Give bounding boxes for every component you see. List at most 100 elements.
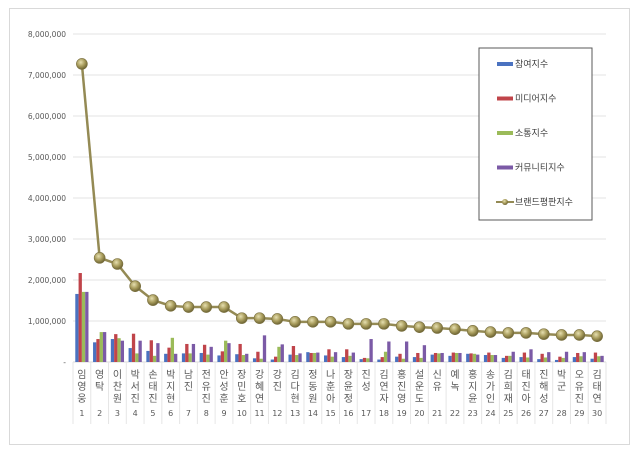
line-marker <box>93 252 106 264</box>
x-category-label: 진 <box>575 393 584 405</box>
bar <box>345 349 349 362</box>
bar <box>259 358 263 362</box>
bar <box>78 273 82 362</box>
bar <box>181 353 186 362</box>
x-category-label: 혜 <box>255 381 264 393</box>
y-tick-label: 8,000,000 <box>28 30 66 39</box>
legend-swatch <box>497 131 513 135</box>
x-rank-label: 4 <box>133 409 138 418</box>
bar <box>529 349 533 362</box>
y-tick-label: 5,000,000 <box>28 153 66 162</box>
bar <box>330 356 334 362</box>
bar <box>188 353 192 362</box>
x-category-label: 도 <box>415 394 424 405</box>
bar <box>483 355 488 362</box>
bar <box>422 345 427 362</box>
x-rank-label: 22 <box>450 409 460 418</box>
x-rank-label: 6 <box>168 409 173 418</box>
x-category-label: 김 <box>379 369 388 381</box>
bar <box>554 359 559 362</box>
bar <box>448 355 452 362</box>
line-marker <box>218 301 230 313</box>
y-tick-label: 6,000,000 <box>28 112 66 121</box>
x-category-label: 유 <box>575 381 584 393</box>
line-marker <box>360 318 372 330</box>
x-category-label: 진 <box>362 369 371 381</box>
bar <box>383 351 388 362</box>
x-axis: 임영웅1영탁2이찬원3박서진4손태진5박지현6남진7전유진8안성훈9장민호10강… <box>72 362 607 424</box>
x-category-label: 유 <box>433 381 442 393</box>
x-rank-label: 7 <box>186 409 191 418</box>
bar <box>359 359 363 362</box>
line-marker <box>466 325 479 337</box>
bar <box>309 352 313 362</box>
x-category-label: 현 <box>166 393 175 405</box>
bar <box>174 353 178 362</box>
brand-reputation-line <box>76 58 603 342</box>
bar <box>256 351 260 362</box>
legend-box <box>478 47 593 221</box>
bar <box>96 339 100 362</box>
x-category-label: 남 <box>184 369 193 381</box>
x-rank-label: 21 <box>432 409 442 418</box>
x-category-label: 유 <box>202 381 211 393</box>
x-category-label: 김 <box>593 369 602 381</box>
x-category-label: 태 <box>521 369 530 381</box>
x-category-label: 영 <box>397 393 406 405</box>
legend-swatch <box>497 96 513 101</box>
x-category-label: 운 <box>415 381 424 393</box>
line-marker <box>520 327 532 339</box>
x-category-label: 성 <box>539 393 548 405</box>
line-marker <box>289 316 301 328</box>
x-category-label: 서 <box>131 381 140 393</box>
bar <box>270 359 275 362</box>
x-category-label: 현 <box>290 393 299 405</box>
x-category-label: 훈 <box>219 392 228 405</box>
bar <box>295 355 299 362</box>
bar <box>454 352 459 362</box>
line-marker <box>378 318 390 330</box>
legend-label: 커뮤니티지수 <box>515 163 565 174</box>
bar <box>220 351 225 362</box>
x-category-label: 찬 <box>113 381 122 393</box>
bar <box>490 355 494 362</box>
bar <box>117 338 121 362</box>
y-tick-label: 3,000,000 <box>28 235 66 244</box>
x-rank-label: 24 <box>485 409 495 418</box>
bar <box>564 351 569 362</box>
y-tick-label: 4,000,000 <box>28 194 66 203</box>
x-rank-label: 16 <box>343 409 353 418</box>
bar <box>164 353 168 362</box>
x-rank-label: 27 <box>539 409 549 418</box>
line-marker <box>253 312 266 324</box>
bar <box>102 332 107 362</box>
bar <box>558 356 562 362</box>
bar <box>582 352 586 362</box>
bar <box>120 340 125 362</box>
x-category-label: 손 <box>148 369 157 381</box>
bar <box>511 351 515 362</box>
x-category-label: 강 <box>255 369 264 381</box>
bar <box>493 355 498 362</box>
line-marker <box>573 329 586 341</box>
x-category-label: 희 <box>504 381 513 393</box>
line-marker <box>484 326 497 338</box>
line-marker <box>538 328 550 340</box>
bar <box>404 341 409 362</box>
x-category-label: 진 <box>184 381 193 393</box>
x-rank-label: 29 <box>574 409 584 418</box>
bar <box>327 349 331 362</box>
x-category-label: 이 <box>113 369 122 381</box>
bar <box>590 358 594 362</box>
x-category-label: 영 <box>77 381 86 393</box>
x-category-label: 탁 <box>95 381 104 393</box>
bar <box>131 333 136 362</box>
x-rank-label: 30 <box>592 409 602 418</box>
bar <box>526 357 530 362</box>
legend-label: 참여지수 <box>515 58 548 70</box>
x-category-label: 태 <box>593 381 602 393</box>
x-rank-label: 1 <box>79 409 84 418</box>
bar <box>152 355 157 362</box>
bar <box>170 337 175 362</box>
x-category-label: 설 <box>415 369 424 381</box>
